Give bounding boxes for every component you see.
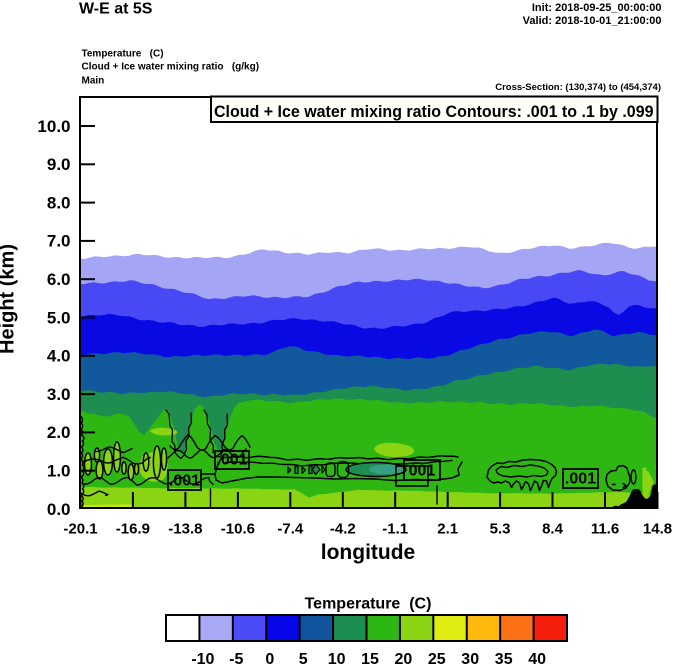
svg-text:15: 15 (361, 651, 379, 667)
svg-text:40: 40 (528, 651, 546, 667)
svg-text:longitude: longitude (321, 541, 415, 564)
svg-text:5.0: 5.0 (47, 308, 71, 327)
svg-text:7.0: 7.0 (47, 232, 71, 251)
svg-text:11.6: 11.6 (591, 521, 619, 538)
svg-text:8.0: 8.0 (47, 193, 71, 212)
svg-text:-4.2: -4.2 (330, 521, 356, 538)
svg-text:-10: -10 (191, 651, 214, 667)
svg-text:Valid: 2018-10-01_21:00:00: Valid: 2018-10-01_21:00:00 (523, 15, 662, 27)
svg-text:6.0: 6.0 (47, 270, 71, 289)
svg-text:5.3: 5.3 (490, 521, 511, 538)
svg-text:25: 25 (428, 651, 446, 667)
svg-text:-1.1: -1.1 (382, 521, 408, 538)
svg-text:8.4: 8.4 (542, 521, 564, 538)
svg-text:001: 001 (409, 463, 436, 480)
svg-text:10.0: 10.0 (37, 117, 70, 136)
svg-text:-10.6: -10.6 (221, 521, 255, 538)
svg-text:0.0: 0.0 (47, 500, 71, 519)
svg-text:-13.8: -13.8 (168, 521, 202, 538)
svg-text:0: 0 (265, 651, 274, 667)
svg-text:-5: -5 (229, 651, 243, 667)
svg-text:.001: .001 (216, 452, 247, 469)
svg-text:Cross-Section: (130,374) to (4: Cross-Section: (130,374) to (454,374) (495, 82, 661, 93)
svg-text:Init: 2018-09-25_00:00:00: Init: 2018-09-25_00:00:00 (532, 2, 662, 14)
svg-text:10: 10 (328, 651, 346, 667)
svg-text:Cloud + Ice water mixing ratio: Cloud + Ice water mixing ratio Contours:… (214, 102, 654, 121)
svg-text:.001: .001 (565, 471, 596, 488)
svg-text:-7.4: -7.4 (277, 521, 304, 538)
svg-text:35: 35 (495, 651, 513, 667)
svg-text:4.0: 4.0 (47, 347, 71, 366)
svg-text:30: 30 (461, 651, 479, 667)
svg-text:.001: .001 (169, 473, 200, 490)
svg-text:-16.9: -16.9 (116, 521, 150, 538)
svg-text:9.0: 9.0 (47, 155, 71, 174)
svg-text:2.0: 2.0 (47, 423, 71, 442)
svg-text:Cloud + Ice water mixing ratio: Cloud + Ice water mixing ratio (g/kg) (82, 62, 260, 73)
svg-text:Main: Main (82, 76, 105, 87)
svg-text:14.8: 14.8 (643, 521, 672, 538)
svg-text:-20.1: -20.1 (63, 521, 97, 538)
svg-text:3.0: 3.0 (47, 385, 71, 404)
svg-text:1.0: 1.0 (47, 462, 71, 481)
svg-text:W-E at 5S: W-E at 5S (79, 1, 153, 18)
svg-text:2.1: 2.1 (437, 521, 458, 538)
svg-text:Temperature (C): Temperature (C) (82, 49, 164, 60)
svg-text:Height (km): Height (km) (0, 244, 19, 354)
svg-text:20: 20 (395, 651, 413, 667)
svg-text:5: 5 (299, 651, 308, 667)
svg-text:Temperature (C): Temperature (C) (305, 596, 432, 613)
